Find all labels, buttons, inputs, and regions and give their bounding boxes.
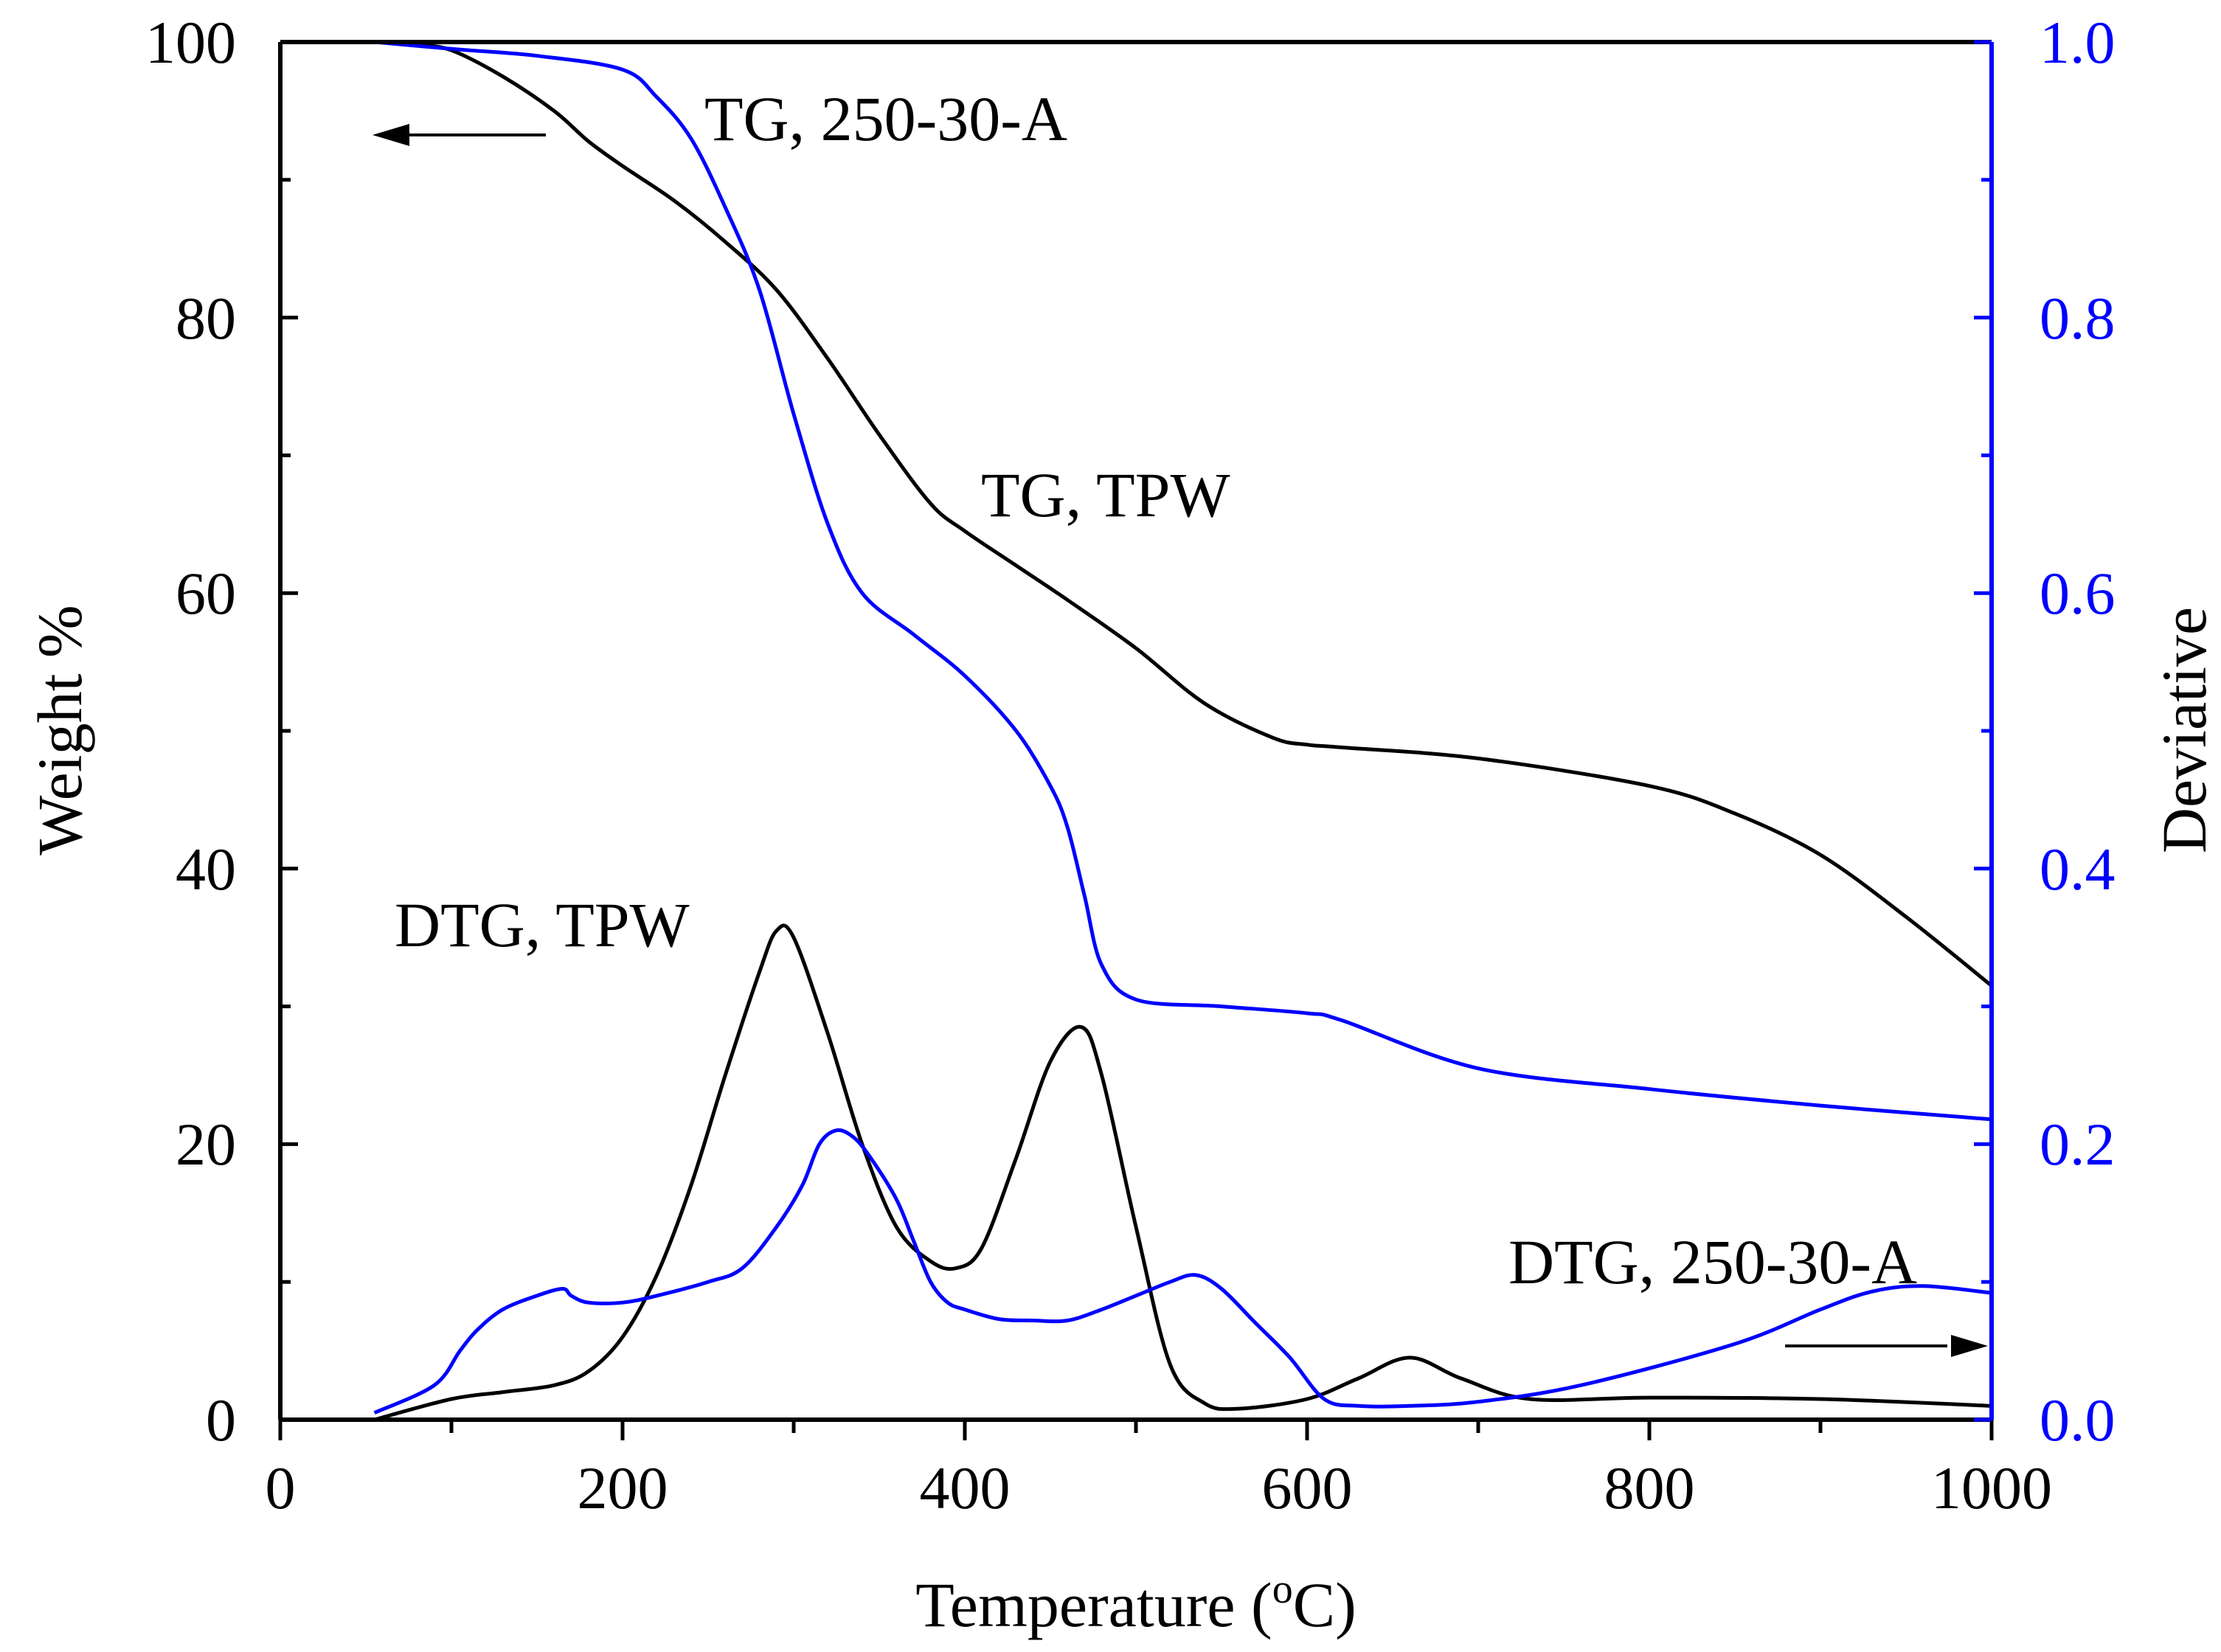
y-left-tick-label: 0 bbox=[206, 1386, 236, 1454]
x-tick-label: 1000 bbox=[1931, 1454, 2052, 1521]
x-axis-title: Temperature (oC) bbox=[915, 1566, 1356, 1640]
y-left-tick-label: 60 bbox=[176, 560, 236, 627]
y-left-tick-label: 100 bbox=[145, 9, 236, 76]
annotation-dtg-tpw: DTG, TPW bbox=[395, 889, 690, 960]
y-left-tick-labels: 0 20 40 60 80 100 bbox=[145, 9, 236, 1454]
plot-lines bbox=[373, 40, 1993, 1422]
y-left-axis-title: Weight % bbox=[24, 605, 95, 855]
y-right-tick-labels: 0.0 0.2 0.4 0.6 0.8 1.0 bbox=[2040, 9, 2116, 1454]
y-right-tick-label: 0.6 bbox=[2040, 560, 2116, 627]
tg-tpw-line bbox=[374, 40, 1993, 988]
annotation-tg-250-30-a: TG, 250-30-A bbox=[704, 83, 1067, 154]
x-tick-label: 0 bbox=[266, 1454, 296, 1521]
y-right-tick-label: 0.4 bbox=[2040, 836, 2116, 903]
x-tick-label: 800 bbox=[1604, 1454, 1695, 1521]
x-tick-label: 600 bbox=[1262, 1454, 1353, 1521]
axis-ticks bbox=[278, 40, 1994, 1440]
y-right-tick-label: 1.0 bbox=[2040, 9, 2116, 76]
x-tick-label: 200 bbox=[578, 1454, 668, 1521]
annotation-tg-tpw: TG, TPW bbox=[981, 459, 1230, 530]
y-right-tick-label: 0.0 bbox=[2040, 1386, 2116, 1454]
x-tick-labels: 0 200 400 600 800 1000 bbox=[266, 1454, 2053, 1521]
y-right-tick-label: 0.8 bbox=[2040, 285, 2116, 352]
y-right-tick-label: 0.2 bbox=[2040, 1111, 2116, 1178]
y-left-tick-label: 20 bbox=[176, 1111, 236, 1178]
x-tick-label: 400 bbox=[920, 1454, 1011, 1521]
dtg-250-30-a-line bbox=[373, 1128, 1992, 1415]
y-right-axis-title: Deviative bbox=[2149, 607, 2220, 853]
left-axis-arrow bbox=[373, 124, 546, 146]
y-left-tick-label: 80 bbox=[176, 285, 236, 352]
dtg-tpw-line bbox=[373, 923, 1992, 1422]
right-axis-arrow bbox=[1785, 1335, 1988, 1357]
y-left-tick-label: 40 bbox=[176, 836, 236, 903]
annotation-dtg-250-30-a: DTG, 250-30-A bbox=[1508, 1226, 1917, 1297]
tg-250-30-a-line bbox=[374, 40, 1992, 1122]
